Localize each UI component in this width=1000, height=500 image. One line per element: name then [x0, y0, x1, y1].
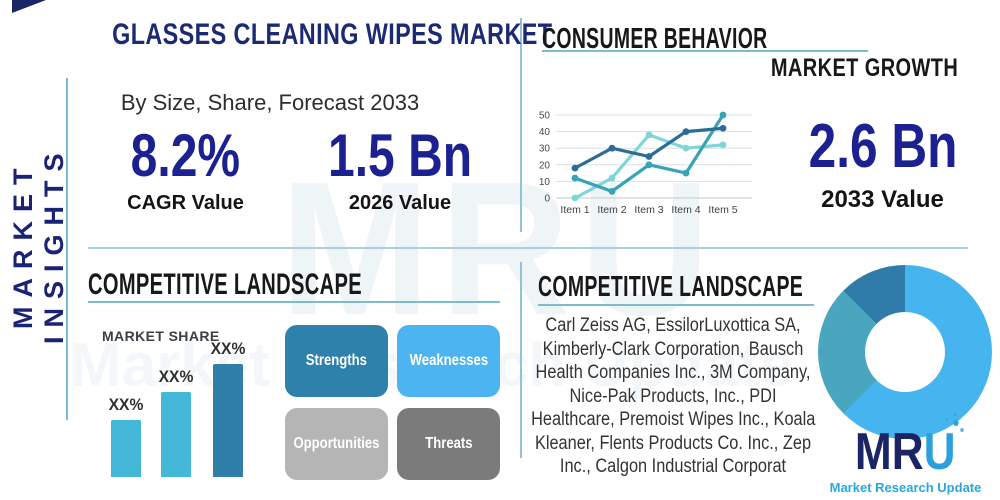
kpi-2033-label: 2033 Value	[821, 186, 944, 213]
svg-text:0: 0	[544, 194, 550, 205]
svg-text:Item 5: Item 5	[708, 204, 737, 216]
mru-logo-tagline: Market Research Update	[829, 480, 982, 495]
kpi-2033-value: 2.6 Bn 2033 Value	[790, 116, 975, 214]
heading-market-growth: MARKET GROWTH	[770, 54, 958, 82]
swot-strengths-box: Strengths	[285, 325, 388, 397]
companies-line: Carl Zeiss AG, EssilorLuxottica SA,	[545, 315, 801, 336]
svg-text:50: 50	[539, 111, 551, 122]
swot-opportunities-box: Opportunities	[285, 408, 388, 480]
corner-triangle-decoration	[12, 0, 46, 13]
market-share-bar	[161, 392, 191, 477]
logo-bubble-icon	[954, 413, 957, 416]
companies-line: Inc., Calgon Industrial Corporat	[559, 456, 787, 477]
svg-text:Item 2: Item 2	[597, 204, 626, 216]
companies-list: Carl Zeiss AG, EssilorLuxottica SA, Kimb…	[531, 314, 815, 479]
svg-text:Item 4: Item 4	[671, 204, 700, 216]
kpi-2026-label: 2026 Value	[348, 192, 452, 214]
kpi-2026-number: 1.5 Bn	[327, 122, 473, 189]
page-title: GLASSES CLEANING WIPES MARKET	[50, 18, 552, 52]
market-share-bar-label: XX%	[210, 339, 246, 358]
companies-line: Nice-Pak Products, Inc., PDI	[569, 385, 777, 407]
logo-bubble-icon	[946, 418, 950, 421]
kpi-2033-number: 2.6 Bn	[808, 112, 958, 181]
svg-text:Item 3: Item 3	[634, 204, 663, 216]
svg-text:Item 1: Item 1	[560, 204, 589, 216]
side-label-market-insights: MARKET INSIGHTS	[8, 144, 69, 344]
market-share-bar	[111, 420, 141, 477]
heading-competitive-landscape-right: COMPETITIVE LANDSCAPE	[538, 271, 804, 303]
mru-logo-wordmark: MRU	[855, 413, 965, 478]
companies-line: Kimberly-Clark Corporation, Bausch	[542, 338, 804, 360]
svg-text:30: 30	[539, 144, 551, 155]
mru-logo: MRU Market Research Update	[828, 413, 983, 495]
kpi-cagr-value: 8.2%	[130, 122, 241, 189]
logo-bubble-icon	[954, 420, 960, 426]
kpi-cagr: 8.2% CAGR Value	[88, 126, 283, 215]
center-vertical-divider-bottom	[520, 262, 522, 458]
swot-grid: Strengths Weaknesses Opportunities Threa…	[285, 325, 500, 480]
heading-consumer-behavior: CONSUMER BEHAVIOR	[542, 23, 768, 55]
market-share-bar	[213, 364, 243, 477]
svg-text:10: 10	[539, 177, 551, 188]
svg-text:20: 20	[539, 160, 551, 171]
market-share-label: MARKET SHARE	[102, 328, 220, 344]
consumer-behavior-line-chart: 0 10 20 30 40 50 Item 1 Item 2 Item 3 Item 4 Item …	[539, 111, 752, 216]
underline-competitive-landscape-right	[538, 304, 814, 306]
page-subtitle: By Size, Share, Forecast 2033	[120, 90, 420, 115]
left-vertical-divider	[66, 78, 68, 420]
heading-competitive-landscape-left: COMPETITIVE LANDSCAPE	[88, 268, 362, 301]
kpi-cagr-label: CAGR Value	[127, 192, 244, 214]
companies-line: Healthcare, Premoist Wipes Inc., Koala	[531, 409, 816, 430]
swot-weaknesses-box: Weaknesses	[397, 325, 500, 397]
page-title-text: GLASSES CLEANING WIPES MARKET	[112, 18, 553, 51]
kpi-2026-value: 1.5 Bn 2026 Value	[300, 126, 500, 215]
swot-threats-box: Threats	[397, 408, 500, 480]
center-vertical-divider-top	[520, 18, 522, 232]
donut-hole	[865, 312, 945, 392]
market-share-bar-label: XX%	[108, 395, 144, 414]
donut-chart	[818, 265, 992, 439]
svg-text:40: 40	[539, 127, 551, 138]
companies-line: Health Companies Inc., 3M Company,	[535, 362, 811, 383]
horizontal-divider	[88, 247, 968, 249]
companies-line: Kleaner, Flents Products Co. Inc., Zep	[534, 432, 812, 454]
logo-bubble-icon	[960, 428, 965, 432]
underline-competitive-landscape-left	[88, 301, 500, 303]
market-share-bar-chart: XX% XX% XX%	[98, 338, 263, 477]
market-share-bar-label: XX%	[158, 367, 194, 386]
underline-consumer-behavior	[542, 50, 868, 52]
